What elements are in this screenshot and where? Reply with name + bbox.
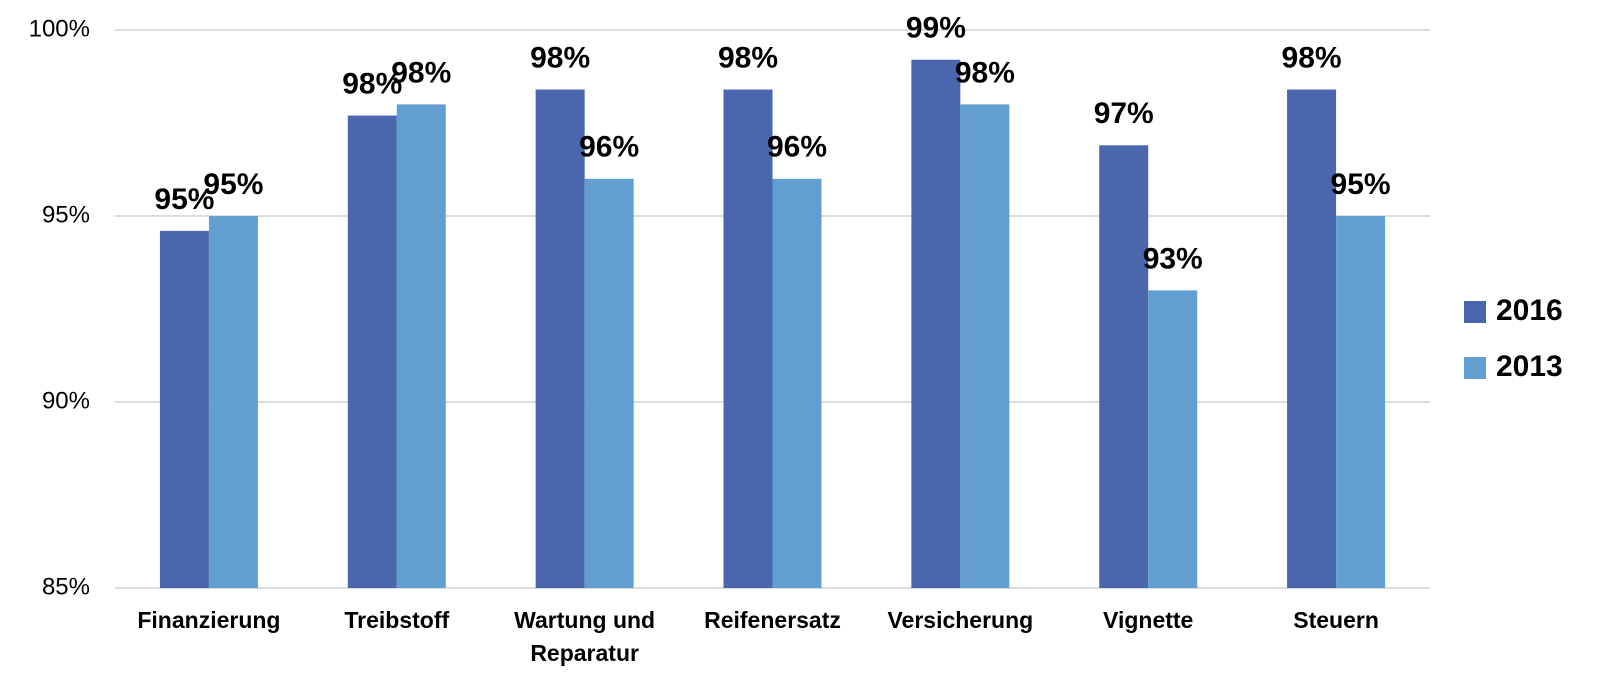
y-tick-label: 85% [42, 573, 90, 600]
bar [1099, 145, 1149, 588]
x-tick-label: Vignette [1103, 607, 1194, 633]
bar [772, 178, 822, 589]
data-label: 97% [1094, 97, 1154, 130]
data-label: 95% [203, 168, 263, 201]
legend-label: 2016 [1496, 294, 1563, 327]
y-tick-label: 95% [42, 201, 90, 228]
y-tick-label: 100% [29, 15, 90, 42]
data-label: 98% [530, 41, 590, 74]
bar [1336, 216, 1386, 588]
bar [911, 59, 961, 588]
data-label: 96% [579, 131, 639, 164]
bar [960, 104, 1010, 589]
x-tick-label: Steuern [1293, 607, 1379, 633]
data-label: 95% [154, 183, 214, 216]
bar [1148, 290, 1198, 588]
y-tick-label: 90% [42, 387, 90, 414]
data-label: 95% [1331, 168, 1391, 201]
x-tick-label: Reifenersatz [704, 607, 841, 633]
data-label: 96% [767, 131, 827, 164]
data-label: 98% [342, 67, 402, 100]
bar [584, 178, 634, 589]
x-tick-label: Wartung und Reparatur [514, 607, 656, 666]
legend-label: 2013 [1496, 350, 1563, 383]
x-tick-label: Versicherung [887, 607, 1034, 633]
bar [347, 115, 397, 588]
bar [535, 89, 585, 589]
data-label: 98% [1282, 41, 1342, 74]
bar [396, 104, 446, 589]
data-label: 98% [718, 41, 778, 74]
legend-swatch [1464, 301, 1486, 323]
bar [208, 216, 258, 588]
bar [723, 89, 773, 589]
legend-swatch [1464, 357, 1486, 379]
x-tick-label: Treibstoff [344, 607, 450, 633]
data-label: 93% [1143, 242, 1203, 275]
x-tick-label: Finanzierung [137, 607, 281, 633]
bar [1287, 89, 1337, 589]
data-label: 98% [955, 56, 1015, 89]
bar [159, 230, 209, 588]
data-label: 99% [906, 12, 966, 45]
data-label: 98% [391, 56, 451, 89]
